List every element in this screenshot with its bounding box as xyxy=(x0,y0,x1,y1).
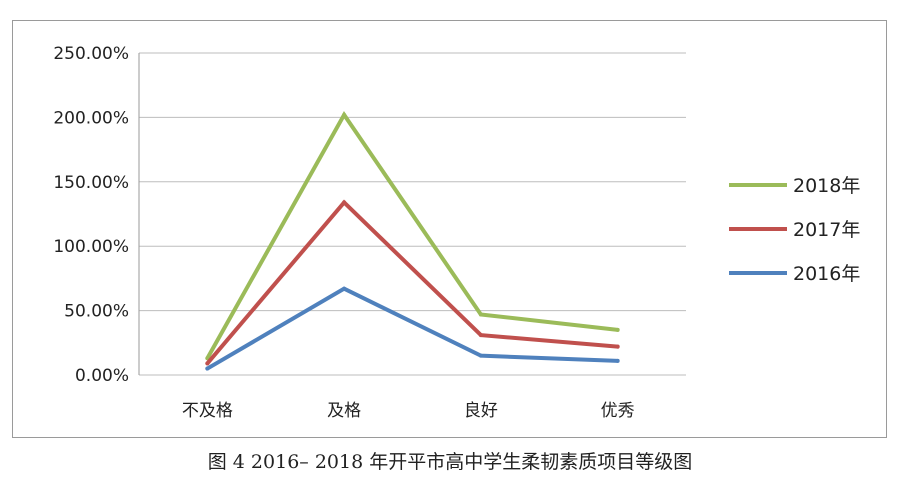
line-chart: 0.00%50.00%100.00%150.00%200.00%250.00% … xyxy=(53,44,860,421)
x-tick-label: 良好 xyxy=(464,401,498,421)
data-point xyxy=(615,344,620,349)
y-tick-label: 150.00% xyxy=(53,173,129,193)
y-tick-label: 250.00% xyxy=(53,44,129,64)
y-tick-label: 100.00% xyxy=(53,237,129,257)
data-point xyxy=(478,353,483,358)
series-lines xyxy=(205,111,620,371)
y-axis-tick-labels: 0.00% 50.00% 100.00% 150.00% 200.00% 250.00% xyxy=(53,44,129,386)
data-point xyxy=(342,200,347,205)
figure-caption: 图 4 2016– 2018 年开平市高中学生柔韧素质项目等级图 xyxy=(207,451,693,473)
data-point xyxy=(205,361,210,366)
data-point xyxy=(478,333,483,338)
x-axis-tick-labels: 不及格 及格 良好 优秀 xyxy=(182,401,635,421)
legend: 2018年 2017年 2016年 xyxy=(729,175,860,285)
y-tick-label: 200.00% xyxy=(53,108,129,128)
data-point xyxy=(342,286,347,291)
data-point xyxy=(205,366,210,371)
data-point xyxy=(478,312,483,317)
series-line xyxy=(205,111,620,361)
legend-label: 2017年 xyxy=(793,219,860,241)
series-line xyxy=(205,199,620,366)
y-tick-label: 50.00% xyxy=(64,302,129,322)
gridlines xyxy=(138,52,686,376)
chart-frame: 0.00% 50.00% 100.00% 150.00% 200.00% 250.00% … xyxy=(12,20,887,438)
legend-label: 2016年 xyxy=(793,263,860,285)
x-tick-label: 及格 xyxy=(327,401,361,421)
y-tick-label: 0.00% xyxy=(75,366,129,386)
data-point xyxy=(342,112,347,117)
x-tick-label: 不及格 xyxy=(182,401,233,421)
x-tick-label: 优秀 xyxy=(601,401,635,421)
data-point xyxy=(615,358,620,363)
series-line xyxy=(205,286,620,371)
data-point xyxy=(615,327,620,332)
legend-label: 2018年 xyxy=(793,175,860,197)
